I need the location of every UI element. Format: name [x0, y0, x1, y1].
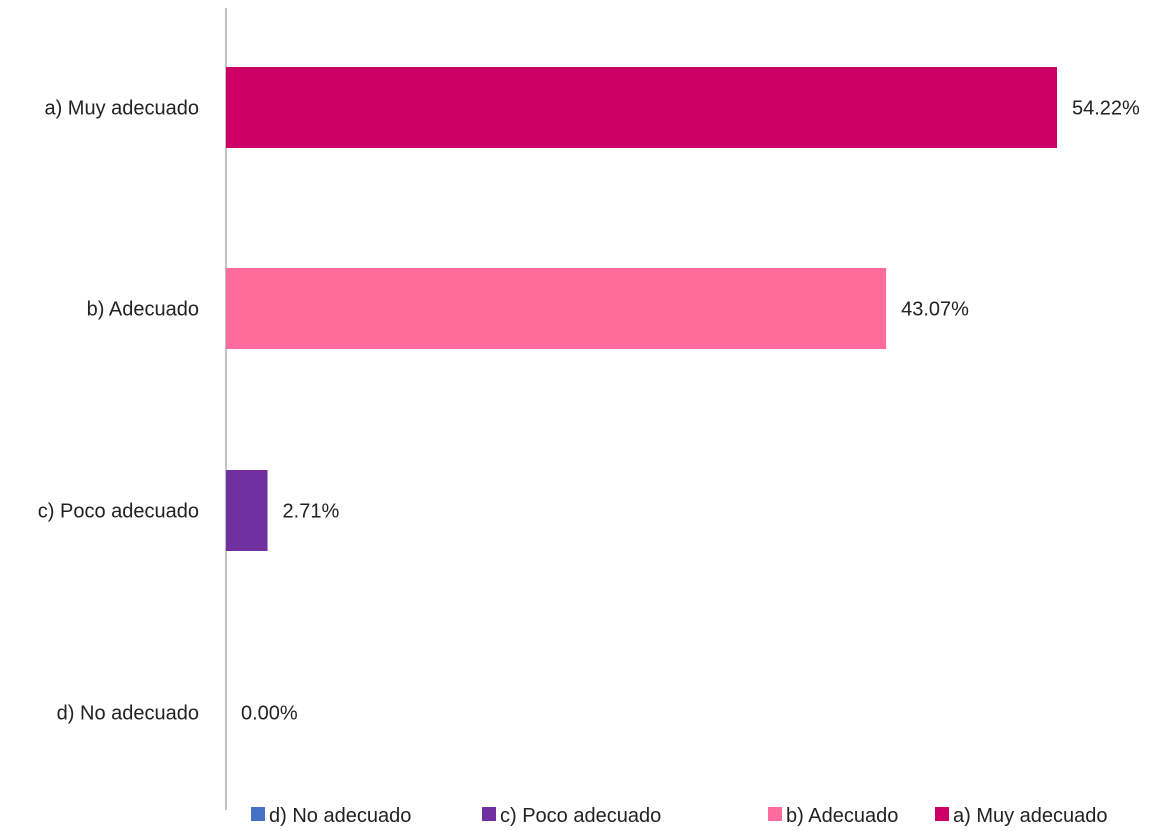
legend-swatch-b-adecuado	[768, 807, 782, 821]
value-label-a-muy-adecuado: 54.22%	[1072, 98, 1140, 120]
legend: d) No adecuado c) Poco adecuado b) Adecuad…	[251, 805, 1108, 827]
legend-swatch-a-muy-adecuado	[935, 807, 949, 821]
bar-a-muy-adecuado	[226, 67, 1057, 148]
bar-b-adecuado	[226, 268, 887, 349]
legend-swatch-c-poco-adecuado	[482, 807, 496, 821]
legend-item-c-poco-adecuado: c) Poco adecuado	[482, 805, 661, 827]
bar-c-poco-adecuado	[226, 470, 268, 551]
legend-item-d-no-adecuado: d) No adecuado	[251, 805, 411, 827]
legend-label-c-poco-adecuado: c) Poco adecuado	[500, 805, 661, 827]
legend-swatch-d-no-adecuado	[251, 807, 265, 821]
legend-item-a-muy-adecuado: a) Muy adecuado	[935, 805, 1108, 827]
category-label-a-muy-adecuado: a) Muy adecuado	[44, 98, 199, 120]
category-label-b-adecuado: b) Adecuado	[87, 299, 199, 321]
legend-label-a-muy-adecuado: a) Muy adecuado	[953, 805, 1108, 827]
bars-group	[226, 67, 1057, 551]
legend-label-b-adecuado: b) Adecuado	[786, 805, 898, 827]
legend-item-b-adecuado: b) Adecuado	[768, 805, 898, 827]
category-label-d-no-adecuado: d) No adecuado	[57, 703, 199, 725]
value-label-b-adecuado: 43.07%	[901, 299, 969, 321]
value-labels: 54.22% 43.07% 2.71% 0.00%	[241, 98, 1140, 725]
category-label-c-poco-adecuado: c) Poco adecuado	[38, 501, 199, 523]
legend-label-d-no-adecuado: d) No adecuado	[269, 805, 411, 827]
value-label-c-poco-adecuado: 2.71%	[283, 501, 340, 523]
value-label-d-no-adecuado: 0.00%	[241, 703, 298, 725]
category-labels: a) Muy adecuado b) Adecuado c) Poco adecua…	[38, 98, 199, 725]
